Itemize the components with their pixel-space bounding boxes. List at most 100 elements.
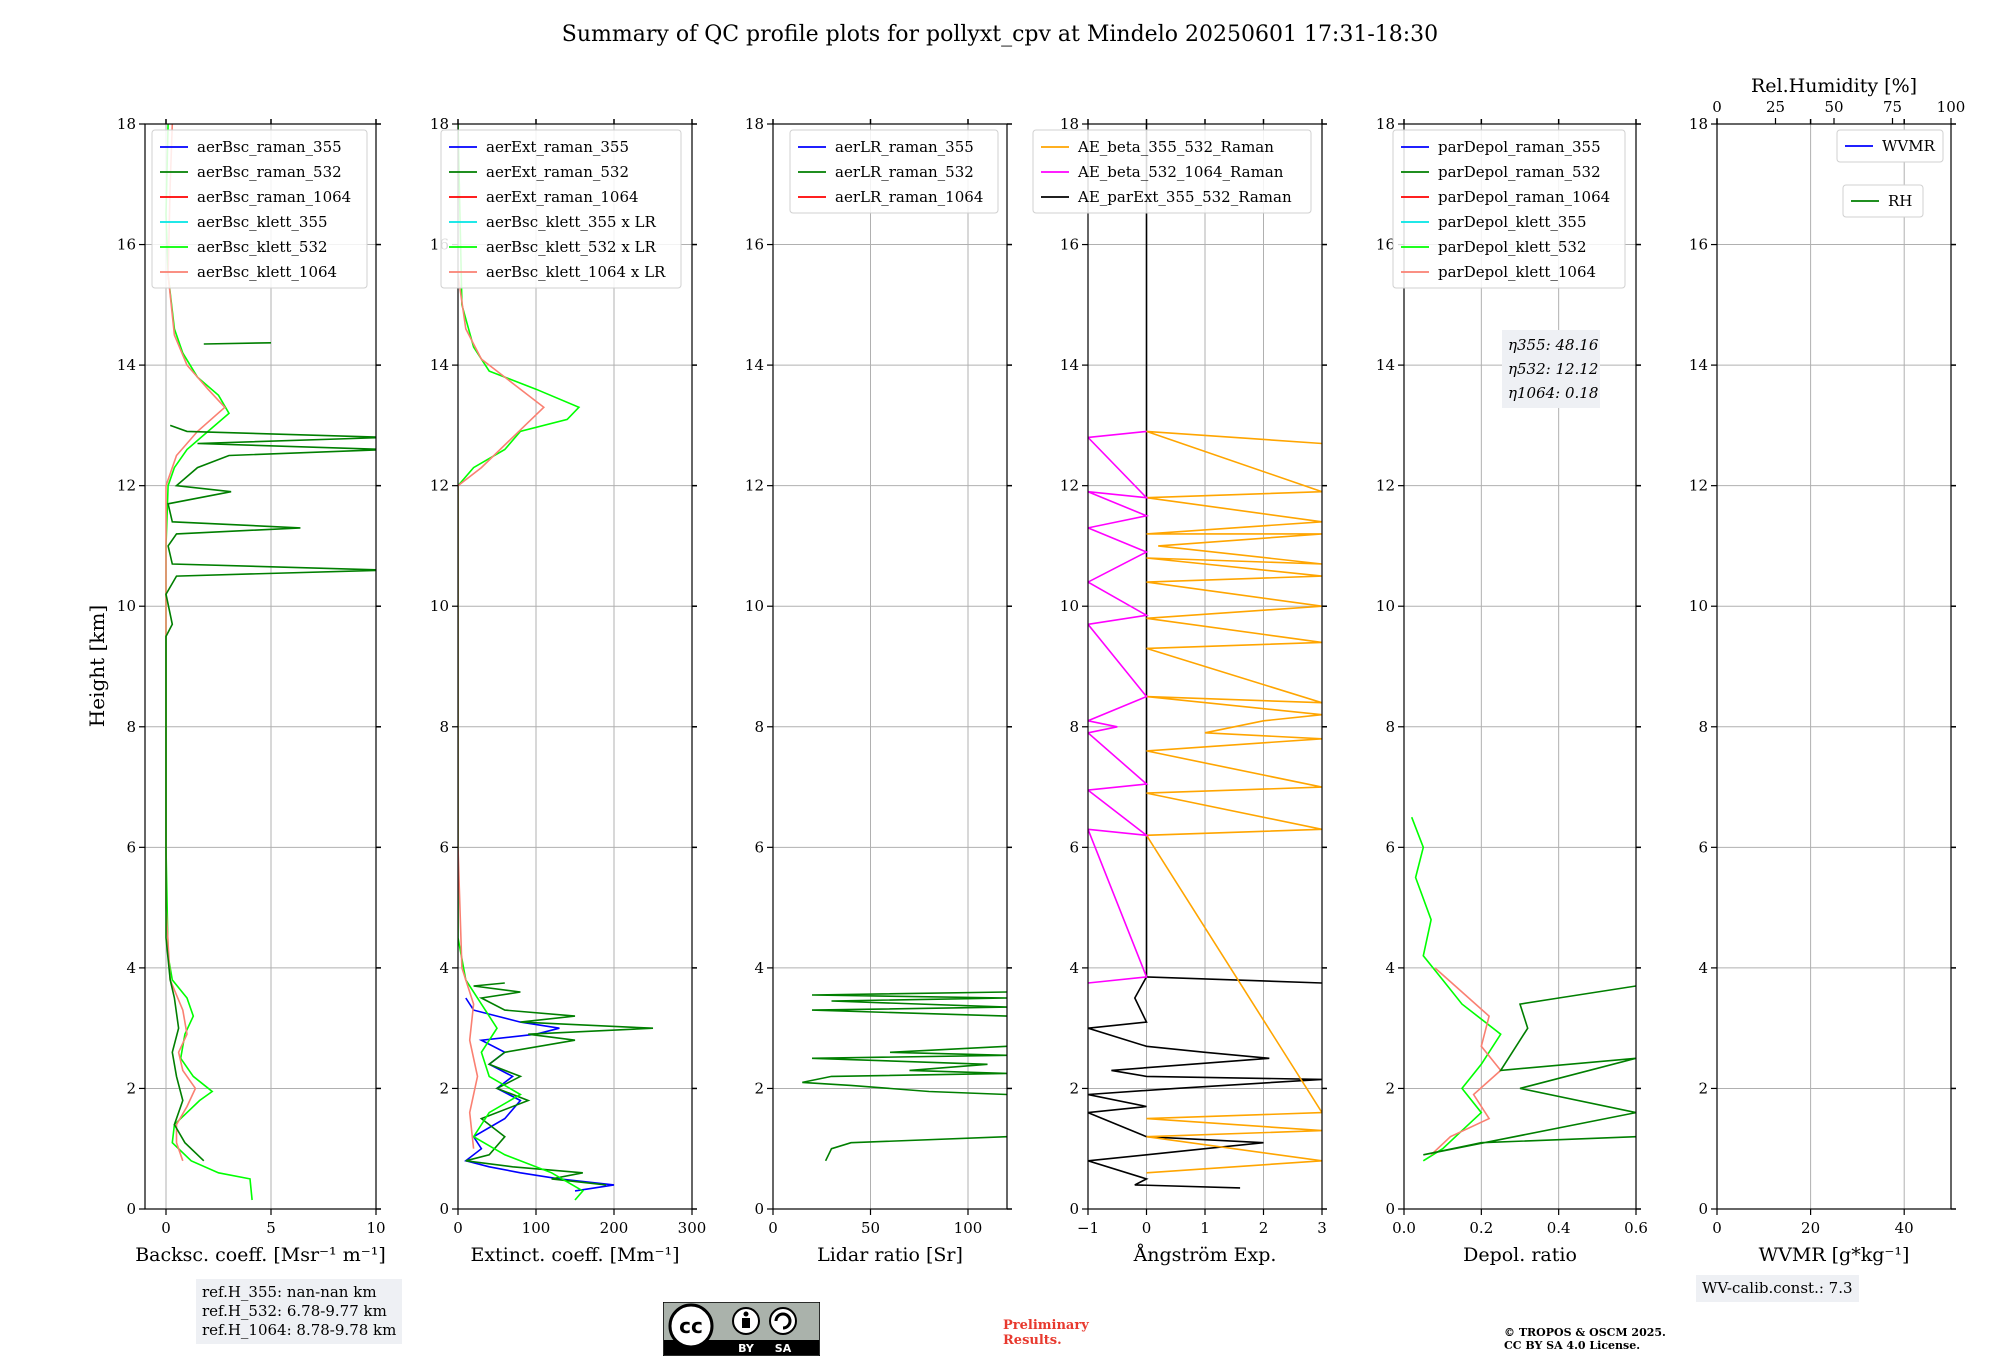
- x-axis-label: Lidar ratio [Sr]: [817, 1244, 963, 1266]
- legend-label: aerExt_raman_532: [486, 163, 629, 181]
- legend-label: parDepol_klett_1064: [1438, 263, 1596, 281]
- y-tick-label: 8: [1698, 718, 1708, 736]
- x-tick-label: 2: [1259, 1219, 1269, 1237]
- series-line-AE_beta_355_532_Raman: [1145, 430, 1322, 1174]
- y-tick-label: 12: [1376, 477, 1395, 495]
- legend-label: aerBsc_klett_1064: [197, 263, 337, 281]
- ref-height-1064: ref.H_1064: 8.78-9.78 km: [202, 1321, 397, 1339]
- legend-label: aerExt_raman_355: [486, 138, 629, 156]
- ref-height-355: ref.H_355: nan-nan km: [202, 1283, 377, 1301]
- y-tick-label: 0: [126, 1200, 136, 1218]
- y-tick-label: 14: [1060, 356, 1079, 374]
- x-tick-label: 3: [1317, 1219, 1327, 1237]
- y-tick-label: 14: [117, 356, 136, 374]
- y-tick-label: 4: [1698, 959, 1708, 977]
- series-group: [165, 124, 376, 1201]
- y-tick-label: 2: [754, 1079, 764, 1097]
- legend-label: aerLR_raman_532: [835, 163, 974, 181]
- copyright-line-1: © TROPOS & OSCM 2025.: [1504, 1326, 1666, 1339]
- y-tick-label: 12: [430, 477, 449, 495]
- y-tick-label: 0: [1069, 1200, 1079, 1218]
- x-axis-label: Backsc. coeff. [Msr⁻¹ m⁻¹]: [135, 1244, 386, 1266]
- y-tick-label: 6: [1069, 838, 1079, 856]
- y-tick-label: 18: [430, 115, 449, 133]
- legend-frame: [151, 129, 368, 289]
- legend-frame: [440, 129, 682, 289]
- legend-frame: [1392, 129, 1626, 289]
- y-tick-label: 0: [1698, 1200, 1708, 1218]
- y-tick-label: 6: [126, 838, 136, 856]
- x-tick-label: −1: [1077, 1219, 1099, 1237]
- y-tick-label: 10: [1376, 597, 1395, 615]
- x-tick-label: 0.2: [1469, 1219, 1493, 1237]
- y-tick-label: 10: [430, 597, 449, 615]
- top-tick-label: 25: [1766, 98, 1785, 116]
- y-tick-label: 4: [1069, 959, 1079, 977]
- axes-frame: [457, 123, 693, 1210]
- x-tick-label: 0.4: [1547, 1219, 1571, 1237]
- y-tick-label: 12: [745, 477, 764, 495]
- y-tick-label: 10: [117, 597, 136, 615]
- y-axis-label: Height [km]: [85, 605, 109, 727]
- figure-title: Summary of QC profile plots for pollyxt_…: [561, 22, 1439, 47]
- copyright-note: © TROPOS & OSCM 2025. CC BY SA 4.0 Licen…: [1504, 1326, 1666, 1352]
- legend: parDepol_raman_355 parDepol_raman_532 parD…: [1392, 129, 1626, 289]
- y-tick-label: 4: [439, 959, 449, 977]
- series-line-aerBsc_raman_532: [165, 424, 376, 1162]
- legend-label: parDepol_raman_355: [1438, 138, 1601, 156]
- x-tick-label: 200: [600, 1219, 629, 1237]
- cc-icon: [668, 1303, 714, 1349]
- sa-icon: [769, 1307, 797, 1335]
- legend-label: AE_beta_355_532_Raman: [1077, 138, 1274, 156]
- reference-height-box: ref.H_355: nan-nan km ref.H_532: 6.78-9.…: [196, 1279, 403, 1344]
- legend-label: parDepol_raman_532: [1438, 163, 1601, 181]
- x-tick-label: 0.6: [1624, 1219, 1648, 1237]
- top-tick-label: 50: [1824, 98, 1843, 116]
- y-tick-label: 8: [754, 718, 764, 736]
- panel-1: 0 2 4 6 8 10 12 14 16 18 0 5 10 Backsc. coeff. [Msr⁻¹…: [117, 115, 386, 1266]
- x-tick-label: 100: [522, 1219, 551, 1237]
- series-group: [802, 991, 1007, 1162]
- panel-5: 0 2 4 6 8 10 12 14 16 18 0.0 0.2 0.4 0.6 Depol. ratio p…: [1376, 115, 1648, 1266]
- axes-frame: [1403, 123, 1637, 1210]
- series-group: [1410, 816, 1636, 1162]
- legend-label: aerBsc_raman_355: [197, 138, 342, 156]
- y-tick-label: 16: [117, 236, 136, 254]
- preliminary-note: Preliminary Results.: [1003, 1318, 1089, 1348]
- series-line-AE_parExt_355_532_Raman: [1088, 976, 1322, 1189]
- y-tick-label: 8: [1069, 718, 1079, 736]
- x-tick-label: 0.0: [1392, 1219, 1416, 1237]
- legend-label: aerBsc_raman_1064: [197, 188, 351, 206]
- legend: AE_beta_355_532_Raman AE_beta_532_1064_Ra…: [1032, 129, 1312, 214]
- by-text: BY: [738, 1342, 755, 1355]
- legend-frame: [1032, 129, 1312, 214]
- y-tick-label: 18: [1689, 115, 1708, 133]
- legend-frame: [1842, 184, 1924, 218]
- legend-label: aerBsc_klett_355 x LR: [486, 213, 657, 231]
- y-tick-label: 18: [117, 115, 136, 133]
- y-tick-label: 2: [1385, 1079, 1395, 1097]
- legend-label: aerBsc_klett_1064 x LR: [486, 263, 666, 281]
- series-group: [1088, 124, 1322, 1189]
- ref-height-532: ref.H_532: 6.78-9.77 km: [202, 1302, 387, 1320]
- y-tick-label: 14: [430, 356, 449, 374]
- y-tick-label: 12: [1060, 477, 1079, 495]
- axes-frame: [772, 123, 1008, 1210]
- x-tick-label: 300: [678, 1219, 707, 1237]
- series-line-AE_beta_532_1064_Raman: [1088, 430, 1150, 984]
- y-tick-label: 4: [126, 959, 136, 977]
- y-tick-label: 6: [1698, 838, 1708, 856]
- y-tick-label: 6: [439, 838, 449, 856]
- y-tick-label: 18: [1060, 115, 1079, 133]
- preliminary-line-1: Preliminary: [1003, 1318, 1089, 1333]
- x-tick-label: 0: [1712, 1219, 1722, 1237]
- series-line-parDepol_klett_532: [1410, 816, 1502, 1162]
- legend-frame: [789, 129, 999, 214]
- eta-line: η1064: 0.18: [1508, 384, 1598, 402]
- y-tick-label: 2: [439, 1079, 449, 1097]
- x-tick-label: 5: [266, 1219, 276, 1237]
- legend: aerExt_raman_355 aerExt_raman_532 aerExt_r…: [440, 129, 682, 289]
